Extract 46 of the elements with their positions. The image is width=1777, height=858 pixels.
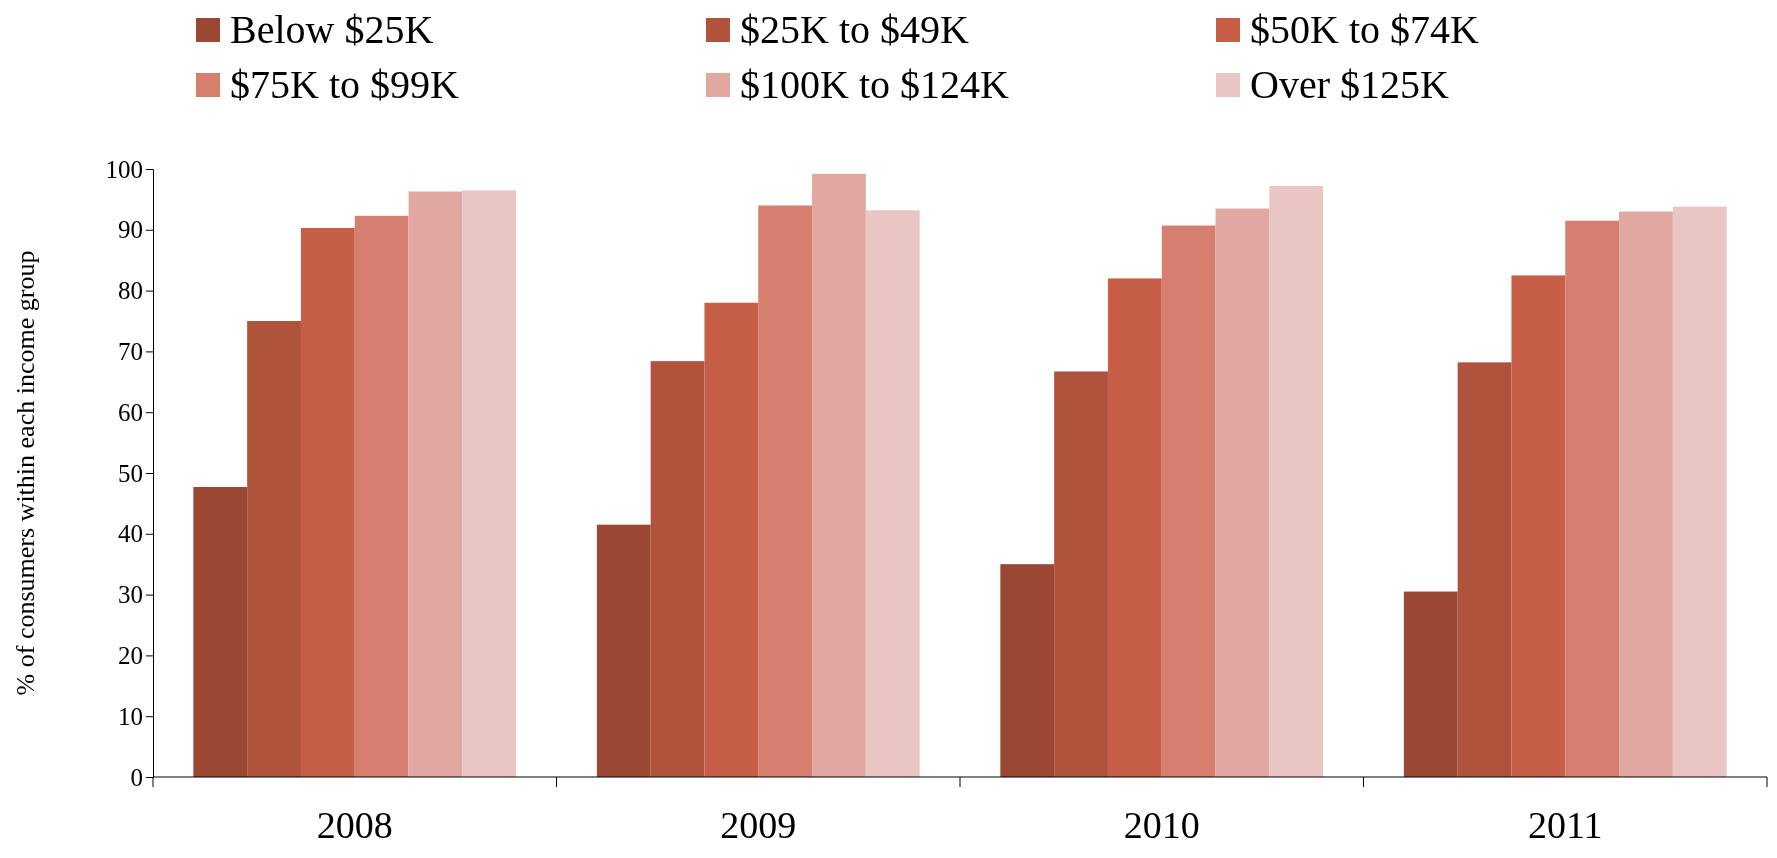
bar — [1619, 211, 1673, 777]
bar — [704, 302, 759, 777]
y-tick-label: 0 — [130, 763, 143, 791]
y-tick-label: 10 — [118, 702, 143, 730]
bar — [596, 524, 651, 777]
bar — [1403, 591, 1458, 777]
legend-label: Below $25K — [230, 7, 434, 52]
legend-label: $50K to $74K — [1250, 7, 1479, 52]
y-tick-label: 80 — [118, 277, 143, 305]
bar — [1672, 206, 1727, 777]
y-tick-label: 60 — [118, 398, 143, 426]
legend-label: $100K to $124K — [740, 62, 1009, 107]
bar — [1215, 208, 1270, 777]
y-tick-label: 70 — [118, 337, 143, 365]
bar — [408, 191, 463, 777]
bar — [1565, 220, 1620, 777]
x-tick-label: 2011 — [1527, 804, 1603, 846]
x-tick-label: 2009 — [720, 804, 797, 846]
bar — [1511, 275, 1566, 777]
x-tick-label: 2010 — [1123, 804, 1200, 846]
bar — [247, 321, 301, 777]
y-tick-label: 40 — [118, 520, 143, 548]
bar — [300, 227, 355, 777]
y-tick-label: 50 — [118, 459, 143, 487]
bar — [1269, 186, 1324, 777]
bar — [462, 190, 517, 777]
x-tick-label: 2008 — [316, 804, 393, 846]
bar — [812, 173, 866, 777]
bar — [354, 215, 409, 777]
y-tick-label: 100 — [105, 155, 143, 183]
y-axis-title: % of consumers within each income group — [11, 250, 40, 696]
bar — [1000, 564, 1055, 777]
bar — [1107, 278, 1162, 777]
bar — [1054, 371, 1108, 777]
bar — [650, 361, 705, 777]
y-tick-label: 90 — [118, 216, 143, 244]
bar — [1161, 225, 1216, 777]
bar — [193, 486, 248, 777]
bar — [758, 205, 813, 777]
bar — [865, 210, 920, 777]
legend-label: $25K to $49K — [740, 7, 969, 52]
legend-label: Over $125K — [1250, 62, 1449, 107]
bar — [1457, 362, 1512, 777]
legend-label: $75K to $99K — [230, 62, 459, 107]
y-tick-label: 30 — [118, 581, 143, 609]
y-tick-label: 20 — [118, 641, 143, 669]
